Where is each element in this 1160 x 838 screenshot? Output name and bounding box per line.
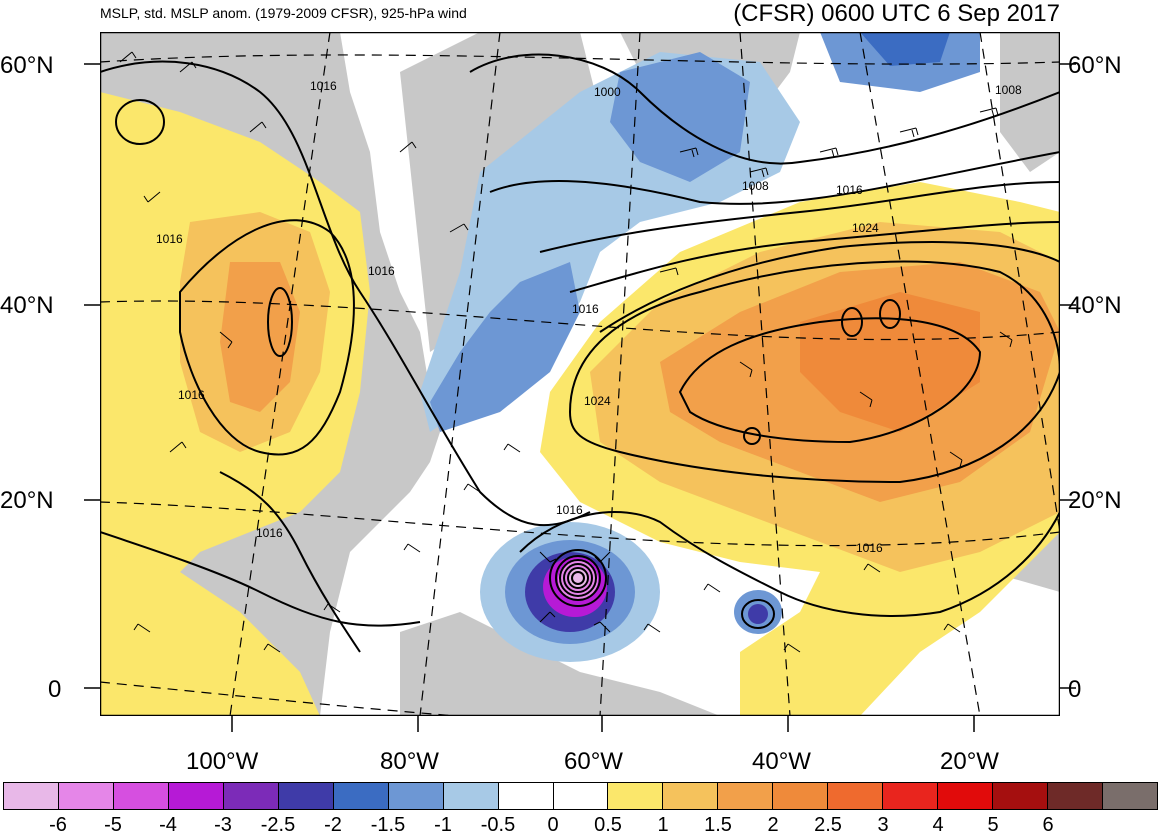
colorbar-swatch [773,783,829,809]
anomaly-positive-atlantic-peak [800,292,980,432]
isobar-label: 1016 [556,503,583,517]
isobar-label: 1016 [178,388,205,402]
colorbar-swatch [443,783,499,809]
lat-label-40n-left: 40°N [0,292,54,319]
hurricane-isobars [549,549,607,607]
isobar-label: 1016 [856,541,883,555]
colorbar-tick-label: 0.5 [594,814,622,836]
wind-barbs [119,51,1013,653]
lat-label-20n-left: 20°N [0,487,54,514]
colorbar-tick-label: 0 [547,814,559,836]
colorbar-swatch [4,783,59,809]
colorbar-tick-label: -0.5 [480,814,516,836]
isobar-label: 1016 [368,264,395,278]
lon-label-20w: 20°W [940,748,999,775]
isobar-label: 1008 [995,83,1022,97]
lat-label-0-right: 0 [1068,676,1082,703]
colorbar-tick-label: -1.5 [370,814,406,836]
colorbar-swatch [553,783,609,809]
colorbar-swatch [113,783,169,809]
graticule [100,32,1060,716]
colorbar-swatch [938,783,994,809]
colorbar-tick-label: -3 [214,814,232,836]
map-border [100,32,1060,716]
colorbar-swatch [718,783,774,809]
colorbar-swatch [388,783,444,809]
lon-label-40w: 40°W [752,748,811,775]
colorbar-swatch [333,783,389,809]
colorbar-swatch [1103,783,1158,809]
colorbar-tick-label: -1 [434,814,452,836]
left-title: MSLP, std. MSLP anom. (1979-2009 CFSR), … [100,5,467,21]
anomaly-positive-south [100,552,320,716]
isobar-label: 1016 [836,183,863,197]
isobar-label: 1016 [156,232,183,246]
colorbar [3,782,1158,810]
isobar-label: 1024 [852,221,879,235]
lat-label-20n-right: 20°N [1068,487,1122,514]
colorbar-tick-label: -4 [159,814,177,836]
colorbar-swatch [498,783,554,809]
anomaly-negative-north-mid [430,262,580,432]
land-europe [1000,32,1060,172]
colorbar-tick-label: 6 [1042,814,1054,836]
colorbar-tick-label: -5 [104,814,122,836]
right-title: (CFSR) 0600 UTC 6 Sep 2017 [733,0,1060,27]
small-low-core [748,604,768,624]
colorbar-tick-label: -6 [49,814,67,836]
colorbar-tick-label: 1.5 [704,814,732,836]
colorbar-tick-label: 5 [987,814,999,836]
lon-label-60w: 60°W [564,748,623,775]
colorbar-tick-label: 1 [657,814,669,836]
colorbar-swatch [223,783,279,809]
colorbar-swatch [1048,783,1104,809]
colorbar-swatch [168,783,224,809]
isobar-label: 1000 [594,85,621,99]
colorbar-swatch [883,783,939,809]
colorbar-tick-label: 2 [767,814,779,836]
colorbar-tick-label: -2.5 [260,814,296,836]
colorbar-tick-label: 4 [932,814,944,836]
hurricane-eye [568,568,588,588]
weather-map: 1016 1000 1008 1008 1016 1024 1016 1016 … [100,32,1060,716]
colorbar-tick-label: 3 [877,814,889,836]
anomaly-negative-iceland-core [860,32,950,66]
colorbar-labels: -6 -5 -4 -3 -2.5 -2 -1.5 -1 -0.5 0 0.5 1 1.5 2 2.5 3 4 5 6 [3,814,1158,838]
land-south-america [400,612,720,716]
anomaly-negative-greenland [610,52,750,182]
colorbar-swatch [58,783,114,809]
lon-label-80w: 80°W [380,748,439,775]
lat-label-0-left: 0 [48,676,62,703]
colorbar-swatch [828,783,884,809]
isobar-label: 1016 [256,526,283,540]
lat-label-40n-right: 40°N [1068,292,1122,319]
isobar-label: 1016 [310,79,337,93]
lat-label-60n-left: 60°N [0,52,54,79]
lat-label-60n-right: 60°N [1068,52,1122,79]
colorbar-swatch [278,783,334,809]
colorbar-tick-label: 2.5 [814,814,842,836]
colorbar-swatch [608,783,664,809]
colorbar-tick-label: -2 [324,814,342,836]
lon-label-100w: 100°W [186,748,259,775]
colorbar-swatch [993,783,1049,809]
colorbar-swatch [663,783,719,809]
isobar-label: 1016 [572,302,599,316]
isobar-label: 1008 [742,179,769,193]
small-low-isobar [741,599,775,629]
isobar-label: 1024 [584,394,611,408]
